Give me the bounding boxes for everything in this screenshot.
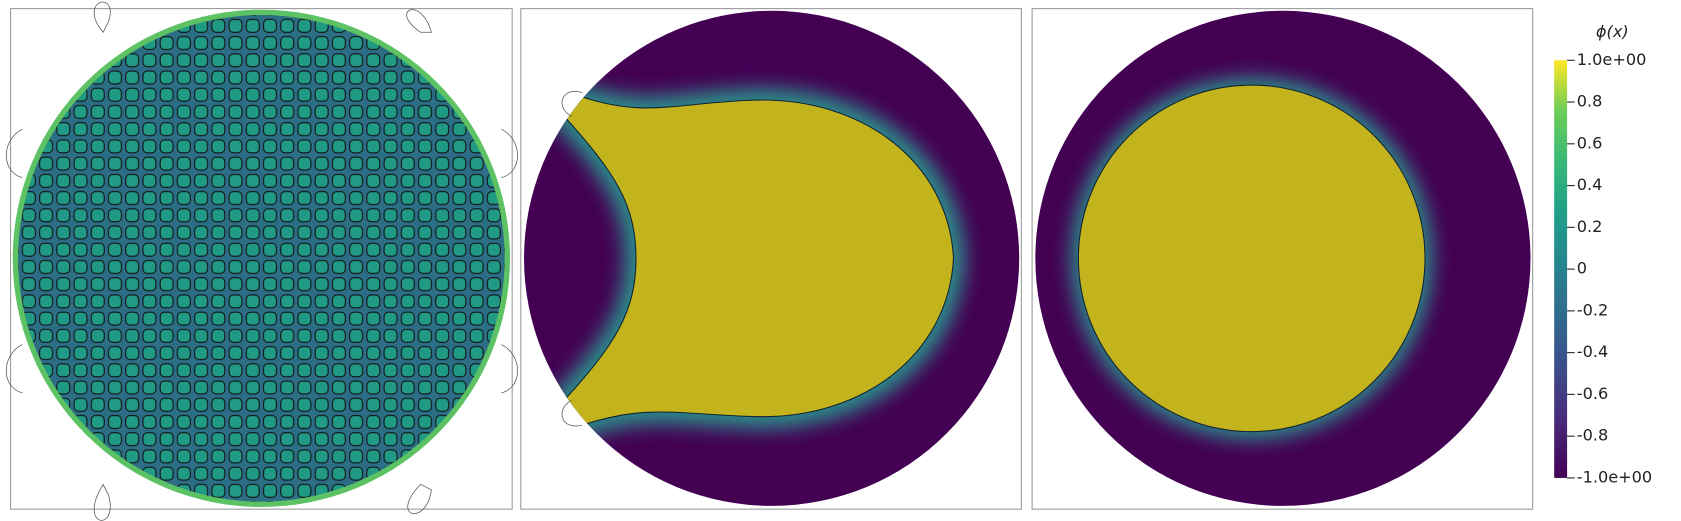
tick-label: -1.0e+00 (1577, 467, 1652, 486)
tick-label: -0.8 (1577, 426, 1608, 445)
field-pattern (18, 15, 505, 502)
tick-label: 0.2 (1577, 217, 1603, 236)
colorbar (1554, 60, 1568, 478)
field (524, 10, 1020, 506)
tick-label: -0.4 (1577, 342, 1608, 361)
tick-label: 1.0e+00 (1577, 50, 1647, 69)
tick-label: -0.6 (1577, 384, 1608, 403)
colorbar-ticks: 1.0e+00 0.8 0.6 0.4 0.2 0 -0.2 -0.4 -0.6 -0.8 -1.0… (1567, 50, 1652, 486)
tick-label: 0 (1577, 259, 1587, 278)
field (1035, 10, 1531, 506)
tick-label: 0.6 (1577, 133, 1603, 152)
outer-contours (6, 1, 518, 521)
tick-label: 0.8 (1577, 92, 1603, 111)
tick-label: -0.2 (1577, 300, 1608, 319)
outer-contours (561, 91, 583, 427)
tick-label: 0.4 (1577, 175, 1603, 194)
colorbar-title: ϕ(x) (1596, 22, 1629, 41)
